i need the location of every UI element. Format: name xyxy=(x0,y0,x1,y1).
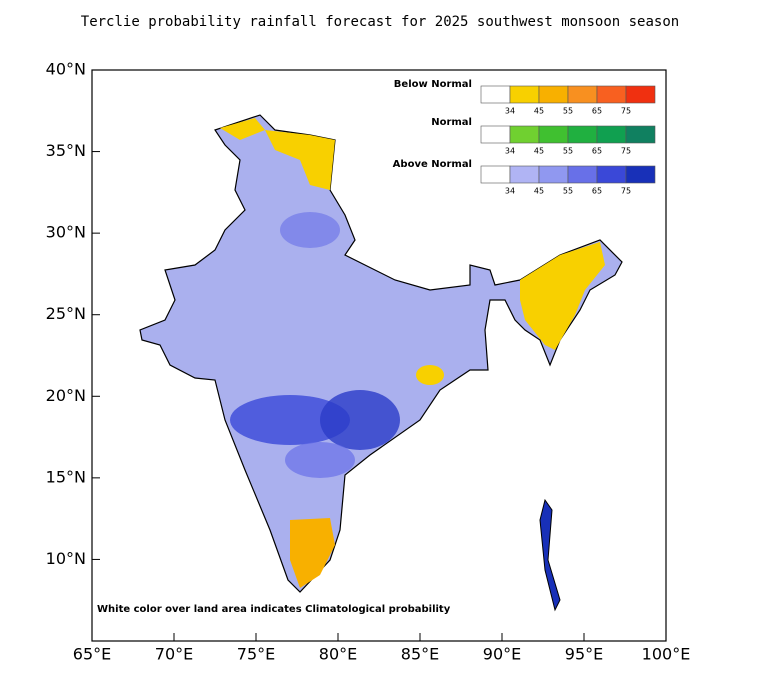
legend-tick-label: 45 xyxy=(534,147,544,156)
x-tick-label: 90°E xyxy=(483,645,521,664)
islands xyxy=(539,498,561,612)
forecast-patch xyxy=(290,518,335,588)
legend-swatch xyxy=(538,85,569,104)
legend-swatch xyxy=(480,125,511,144)
legend-swatch xyxy=(538,125,569,144)
forecast-patch xyxy=(265,130,335,190)
legend-swatch xyxy=(480,85,511,104)
x-tick-label: 80°E xyxy=(319,645,357,664)
legend-tick-label: 75 xyxy=(621,187,631,196)
y-tick-label: 35°N xyxy=(46,141,86,160)
x-tick-label: 100°E xyxy=(642,645,691,664)
legend-label: Below Normal xyxy=(394,79,472,90)
legend-swatch xyxy=(567,125,598,144)
y-tick-label: 40°N xyxy=(46,60,86,79)
y-tick-label: 30°N xyxy=(46,223,86,242)
forecast-patch xyxy=(280,212,340,248)
y-tick-label: 10°N xyxy=(46,549,86,568)
legend-tick-label: 55 xyxy=(563,187,573,196)
legend-swatch xyxy=(596,85,627,104)
x-tick-label: 85°E xyxy=(401,645,439,664)
legend-swatch xyxy=(538,165,569,184)
legend-tick-label: 65 xyxy=(592,107,602,116)
legend-tick-label: 55 xyxy=(563,107,573,116)
forecast-patch xyxy=(416,365,444,385)
forecast-patch xyxy=(320,390,400,450)
y-tick-label: 15°N xyxy=(46,467,86,486)
x-tick-label: 95°E xyxy=(565,645,603,664)
legend-swatch xyxy=(509,85,540,104)
legend-swatch xyxy=(625,85,656,104)
title: Terclie probability rainfall forecast fo… xyxy=(81,14,679,30)
legend-swatch xyxy=(480,165,511,184)
legend-swatch xyxy=(567,85,598,104)
legend-tick-label: 34 xyxy=(505,187,515,196)
legend-tick-label: 55 xyxy=(563,147,573,156)
legend-swatch xyxy=(596,165,627,184)
legend-tick-label: 65 xyxy=(592,147,602,156)
legend-tick-label: 34 xyxy=(505,147,515,156)
legend-swatch xyxy=(625,125,656,144)
legend-swatch xyxy=(509,125,540,144)
x-tick-label: 70°E xyxy=(155,645,193,664)
legend-swatch xyxy=(509,165,540,184)
legend-tick-label: 34 xyxy=(505,107,515,116)
legend-tick-label: 65 xyxy=(592,187,602,196)
forecast-patch xyxy=(520,242,605,350)
legend-tick-label: 75 xyxy=(621,107,631,116)
legend-swatch xyxy=(567,165,598,184)
footnote: White color over land area indicates Cli… xyxy=(97,604,451,615)
legend-label: Above Normal xyxy=(393,159,472,170)
x-tick-label: 75°E xyxy=(237,645,275,664)
x-tick-label: 65°E xyxy=(73,645,111,664)
y-tick-label: 20°N xyxy=(46,386,86,405)
legend-swatch xyxy=(625,165,656,184)
forecast-patch xyxy=(285,442,355,478)
legend-tick-label: 45 xyxy=(534,107,544,116)
forecast-patch xyxy=(220,118,265,140)
axes: 65°E 70°E 75°E 80°E 85°E 90°E 95°E 100°E 10°N 15°… xyxy=(46,60,691,664)
legend-swatch xyxy=(596,125,627,144)
india-outline xyxy=(139,114,623,593)
legend-tick-label: 75 xyxy=(621,147,631,156)
map-frame xyxy=(91,69,667,642)
map-land xyxy=(139,114,623,612)
forecast-patch xyxy=(230,395,350,445)
legend-label: Normal xyxy=(431,117,472,128)
y-tick-label: 25°N xyxy=(46,304,86,323)
legend: Below Normal 34 45 55 65 75 Normal 34 45 55 65 75 Ab… xyxy=(393,79,656,196)
legend-tick-label: 45 xyxy=(534,187,544,196)
